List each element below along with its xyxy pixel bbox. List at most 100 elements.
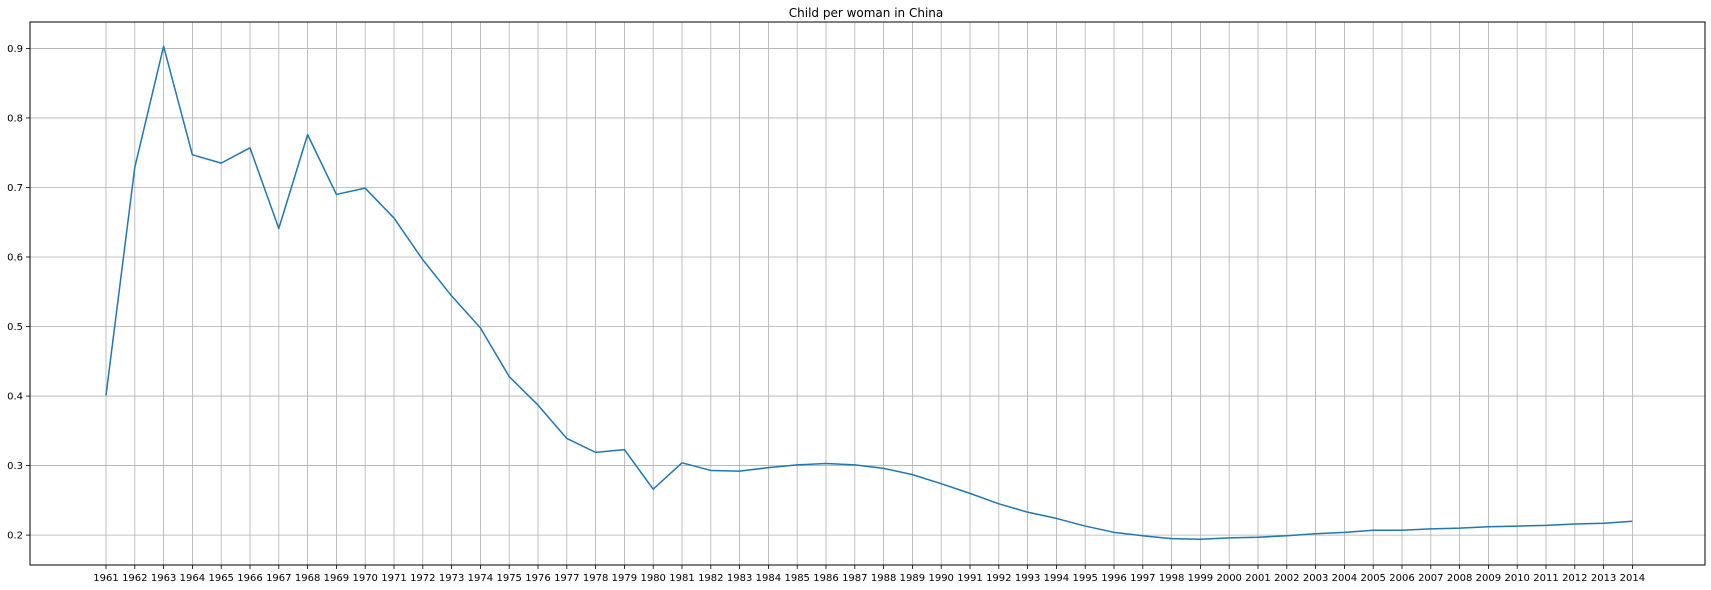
data-point <box>1142 535 1144 537</box>
x-tick-label: 1978 <box>583 573 608 584</box>
x-tick-label: 1966 <box>237 573 262 584</box>
x-tick-label: 2013 <box>1591 573 1616 584</box>
x-tick-label: 1970 <box>352 573 377 584</box>
y-tick-label: 0.5 <box>7 322 23 333</box>
x-tick-label: 1964 <box>180 573 205 584</box>
x-tick-label: 1967 <box>266 573 291 584</box>
data-point <box>1084 525 1086 527</box>
data-point <box>1372 529 1374 531</box>
data-point <box>537 404 539 406</box>
data-point <box>1602 522 1604 524</box>
data-point <box>1487 526 1489 528</box>
y-tick-label: 0.3 <box>7 461 23 472</box>
data-point <box>1545 524 1547 526</box>
data-point <box>1458 527 1460 529</box>
x-tick-label: 1993 <box>1015 573 1040 584</box>
x-tick-label: 1965 <box>208 573 233 584</box>
data-point <box>1516 525 1518 527</box>
data-point <box>1257 536 1259 538</box>
y-tick-label: 0.8 <box>7 113 23 124</box>
x-tick-label: 2007 <box>1418 573 1443 584</box>
data-point <box>911 473 913 475</box>
data-point <box>825 462 827 464</box>
data-point <box>710 469 712 471</box>
data-point <box>162 45 164 47</box>
x-tick-label: 2014 <box>1620 573 1645 584</box>
x-tick-label: 1969 <box>324 573 349 584</box>
data-point <box>306 133 308 135</box>
data-point <box>1113 531 1115 533</box>
data-point <box>134 166 136 168</box>
data-point <box>479 327 481 329</box>
x-tick-label: 1988 <box>871 573 896 584</box>
data-point <box>191 154 193 156</box>
x-tick-label: 1994 <box>1044 573 1069 584</box>
x-tick-label: 1989 <box>900 573 925 584</box>
x-tick-label: 1996 <box>1101 573 1126 584</box>
data-point <box>940 482 942 484</box>
data-point <box>220 162 222 164</box>
x-tick-label: 2005 <box>1360 573 1385 584</box>
series-group <box>105 45 1633 541</box>
x-tick-label: 1971 <box>381 573 406 584</box>
data-point <box>1631 520 1633 522</box>
x-tick-label: 1991 <box>957 573 982 584</box>
data-point <box>1055 517 1057 519</box>
data-point <box>249 147 251 149</box>
data-point <box>566 437 568 439</box>
x-tick-label: 1976 <box>525 573 550 584</box>
x-tick-label: 1973 <box>439 573 464 584</box>
data-point <box>738 470 740 472</box>
y-tick-label: 0.9 <box>7 44 23 55</box>
chart-title: Child per woman in China <box>789 6 943 20</box>
y-tick-label: 0.6 <box>7 252 23 263</box>
x-tick-label: 2001 <box>1245 573 1270 584</box>
x-tick-label: 2004 <box>1332 573 1357 584</box>
data-point <box>854 464 856 466</box>
data-point <box>508 375 510 377</box>
plot-frame <box>29 21 1706 566</box>
data-point <box>105 394 107 396</box>
x-tick-label: 1992 <box>986 573 1011 584</box>
x-tick-label: 2006 <box>1389 573 1414 584</box>
x-tick-label: 2009 <box>1476 573 1501 584</box>
data-point <box>1314 533 1316 535</box>
data-point <box>1574 523 1576 525</box>
x-tick-label: 2008 <box>1447 573 1472 584</box>
y-tick-label: 0.2 <box>7 531 23 542</box>
y-tick-label: 0.4 <box>7 392 23 403</box>
x-tick-label: 1987 <box>842 573 867 584</box>
x-tick-label: 1961 <box>93 573 118 584</box>
x-tick-label: 1995 <box>1072 573 1097 584</box>
data-point <box>681 462 683 464</box>
x-tick-label: 1984 <box>756 573 781 584</box>
data-point <box>1228 537 1230 539</box>
x-tick-label: 1979 <box>612 573 637 584</box>
y-axis: 0.2 0.3 0.4 0.5 0.6 0.7 0.8 0.9 <box>7 44 30 542</box>
x-tick-label: 1983 <box>727 573 752 584</box>
x-tick-label: 1972 <box>410 573 435 584</box>
series-line <box>105 45 1633 541</box>
x-tick-label: 1998 <box>1159 573 1184 584</box>
data-point <box>796 464 798 466</box>
data-point <box>1170 537 1172 539</box>
x-tick-label: 1981 <box>669 573 694 584</box>
x-axis: 1961 1962 1963 1964 1965 1966 1967 1968 1969 1970… <box>93 565 1645 584</box>
data-point <box>1199 538 1201 540</box>
x-tick-label: 1990 <box>928 573 953 584</box>
data-point <box>767 466 769 468</box>
data-point <box>594 451 596 453</box>
grid-lines <box>30 22 1705 565</box>
data-point <box>278 227 280 229</box>
x-tick-label: 1999 <box>1188 573 1213 584</box>
x-tick-label: 1962 <box>122 573 147 584</box>
data-point <box>1343 531 1345 533</box>
x-tick-label: 2002 <box>1274 573 1299 584</box>
data-point <box>1026 511 1028 513</box>
data-point <box>422 259 424 261</box>
x-tick-label: 1977 <box>554 573 579 584</box>
x-tick-label: 1982 <box>698 573 723 584</box>
data-point <box>969 492 971 494</box>
data-point <box>652 488 654 490</box>
